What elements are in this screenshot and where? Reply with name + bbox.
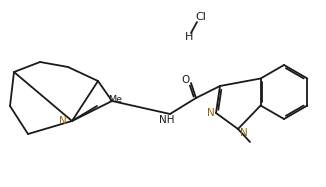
Text: N: N <box>207 108 215 118</box>
Text: Me: Me <box>108 94 122 103</box>
Text: Cl: Cl <box>196 12 206 22</box>
Text: NH: NH <box>159 115 175 125</box>
Text: N: N <box>59 116 67 126</box>
Text: N: N <box>240 128 248 138</box>
Text: O: O <box>182 75 190 85</box>
Text: H: H <box>185 32 193 42</box>
